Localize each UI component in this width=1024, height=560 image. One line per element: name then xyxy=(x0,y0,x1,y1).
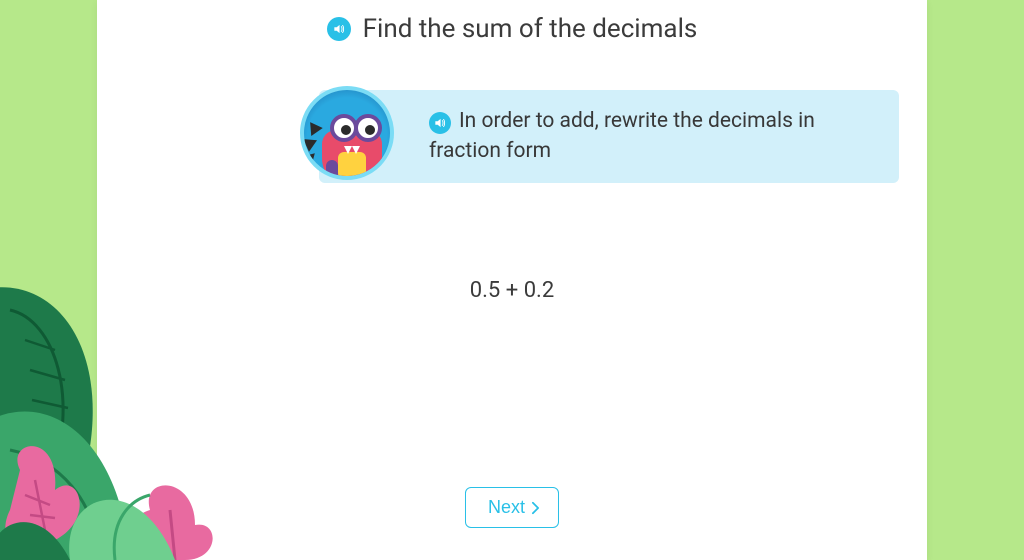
audio-icon[interactable] xyxy=(429,112,451,134)
next-button[interactable]: Next xyxy=(465,487,559,528)
problem-expression: 0.5 + 0.2 xyxy=(97,278,927,303)
chevron-right-icon xyxy=(531,501,540,515)
mascot-avatar xyxy=(292,78,402,188)
hint-text: In order to add, rewrite the decimals in… xyxy=(429,109,815,163)
audio-icon[interactable] xyxy=(327,17,351,41)
next-button-label: Next xyxy=(488,497,525,518)
title-row: Find the sum of the decimals xyxy=(97,14,927,44)
page-title: Find the sum of the decimals xyxy=(363,14,698,44)
lesson-card: Find the sum of the decimals In order to… xyxy=(97,0,927,560)
hint-box: In order to add, rewrite the decimals in… xyxy=(319,90,899,183)
